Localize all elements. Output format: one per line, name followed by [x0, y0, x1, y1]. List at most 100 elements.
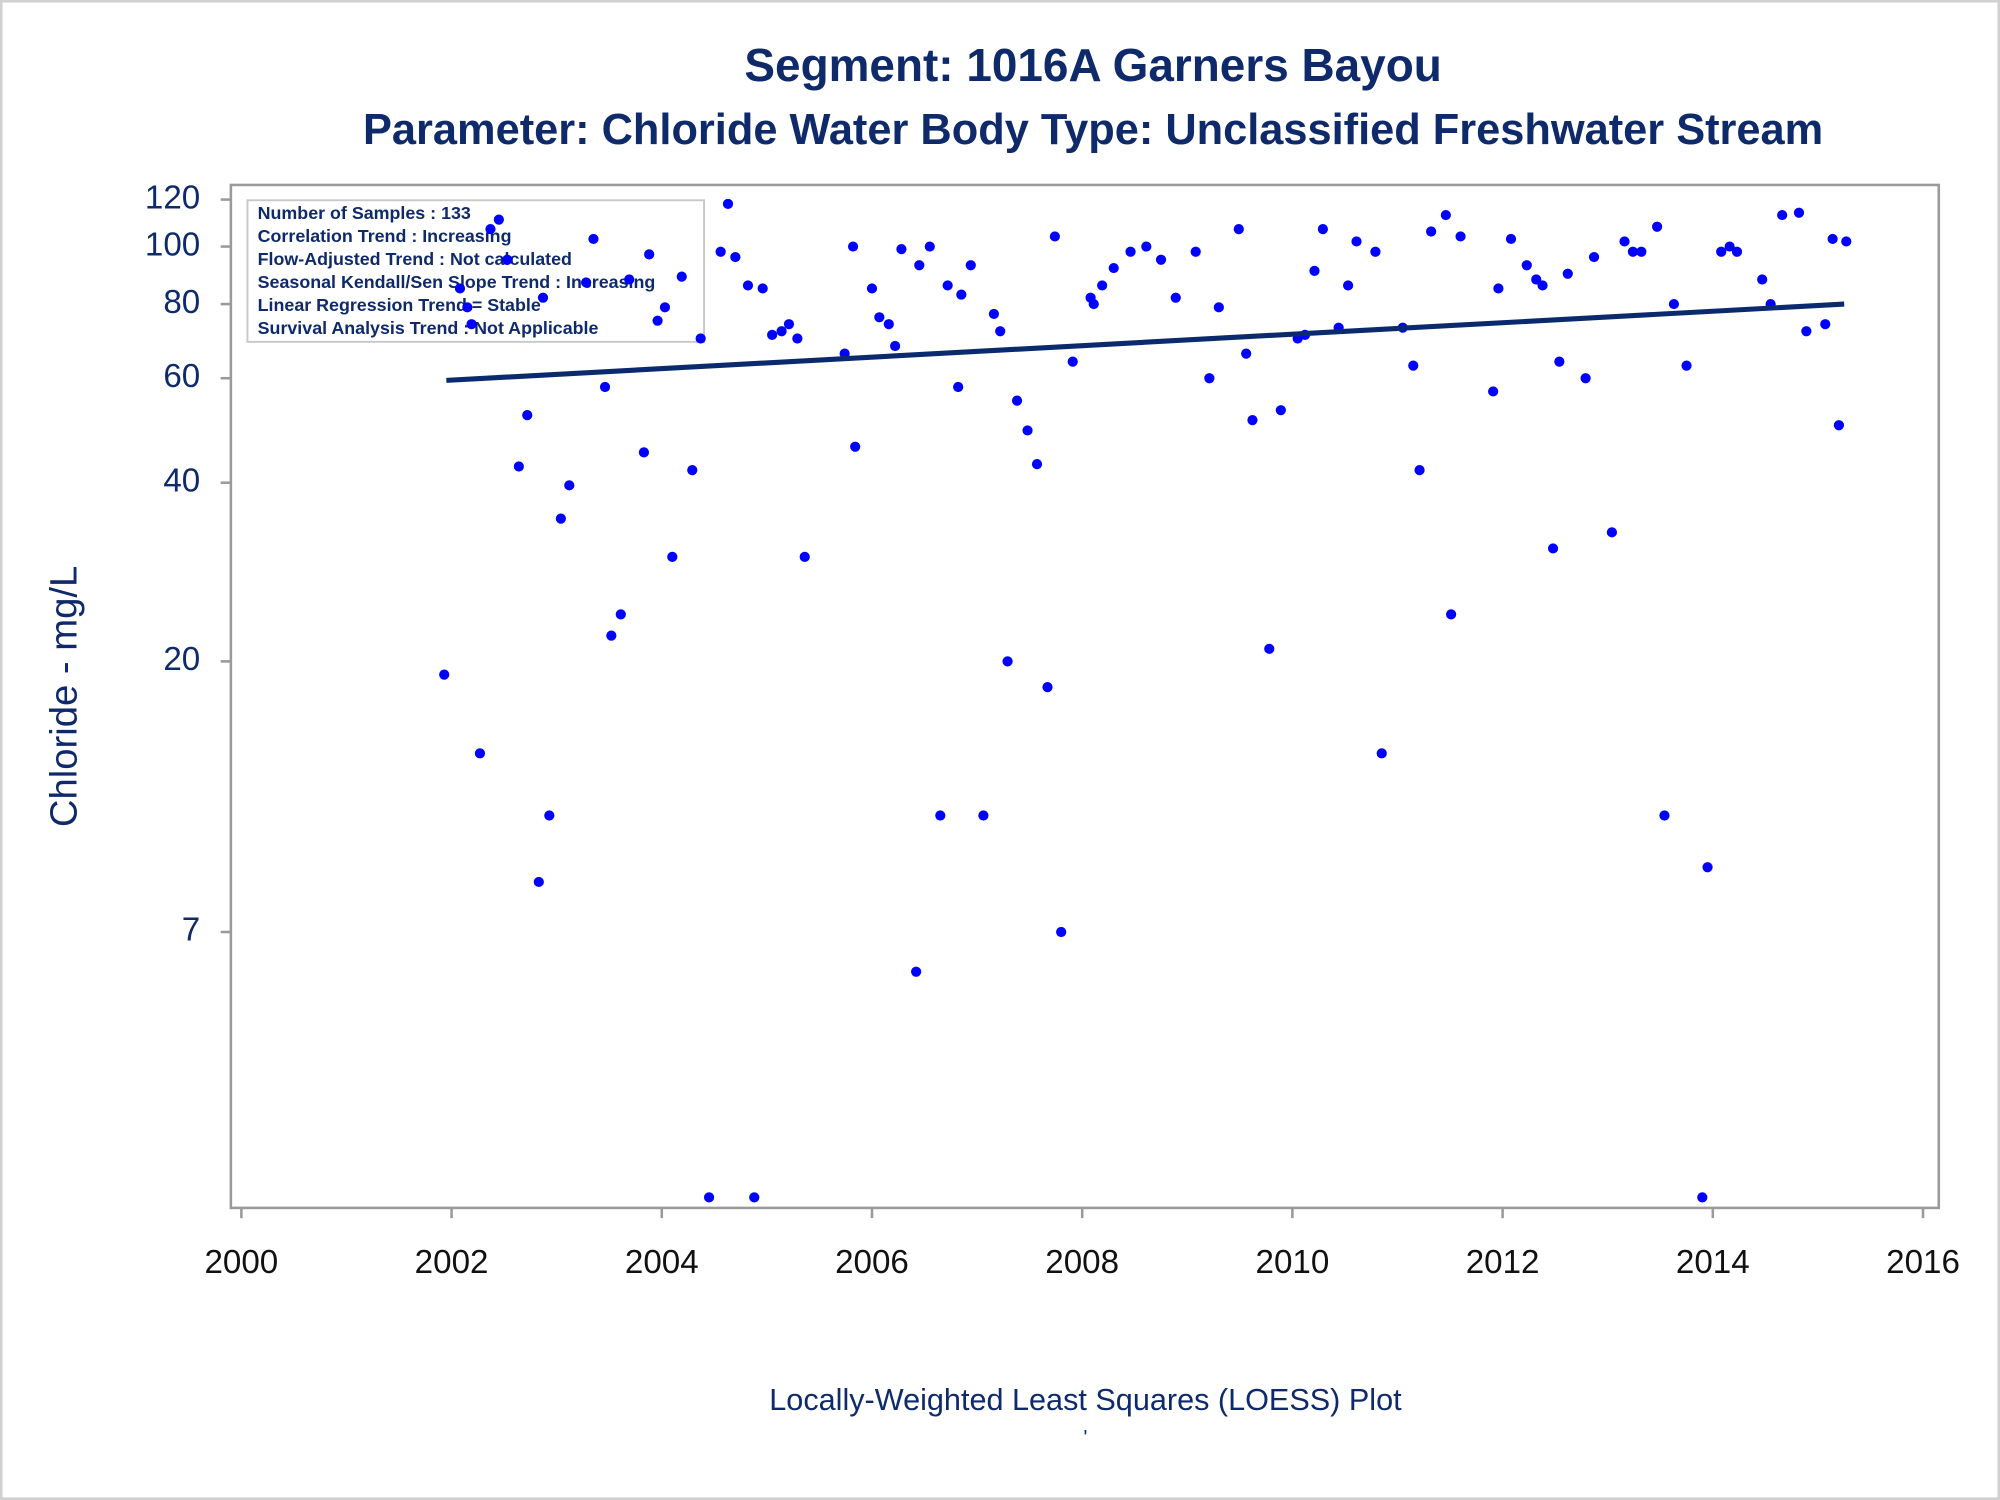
data-point — [749, 1192, 760, 1203]
data-point — [1241, 348, 1252, 359]
data-point — [502, 254, 513, 265]
data-point — [485, 224, 496, 235]
data-point — [988, 308, 1000, 320]
data-point — [847, 241, 859, 252]
data-point — [624, 274, 635, 285]
data-point — [1636, 246, 1647, 257]
chart-title: Segment: 1016A Garners Bayou — [744, 39, 1441, 91]
y-tick-label: 7 — [182, 912, 200, 949]
data-point — [1056, 926, 1067, 938]
x-tick-label: 2000 — [204, 1244, 278, 1281]
y-tick-label: 80 — [163, 284, 200, 321]
annotation-line: Number of Samples : 133 — [258, 203, 471, 223]
data-point — [1716, 246, 1727, 257]
y-tick-label: 20 — [163, 641, 200, 678]
annotation-line: Correlation Trend : Increasing — [258, 226, 512, 246]
data-point — [1820, 319, 1831, 330]
data-point — [615, 609, 626, 620]
data-point — [1309, 265, 1320, 276]
data-point — [1097, 280, 1108, 291]
data-point — [850, 441, 861, 452]
data-point — [1697, 1192, 1708, 1203]
x-tick-label: 2004 — [625, 1244, 699, 1281]
data-point — [1426, 226, 1437, 237]
data-point — [466, 319, 477, 330]
data-point — [667, 551, 678, 562]
data-point — [890, 340, 901, 352]
data-point — [652, 315, 663, 326]
data-point — [1793, 207, 1805, 218]
data-point — [1343, 280, 1354, 291]
data-point — [1067, 356, 1078, 367]
data-point — [1190, 246, 1201, 257]
data-point — [687, 465, 698, 476]
data-point — [730, 251, 741, 263]
data-point — [978, 810, 989, 821]
annotation-line: Survival Analysis Trend : Not Applicable — [258, 318, 599, 338]
data-point — [462, 302, 473, 313]
y-tick-label: 100 — [145, 226, 200, 263]
data-point — [1408, 360, 1419, 371]
data-point — [1606, 527, 1618, 538]
data-point — [1547, 543, 1559, 554]
data-point — [1351, 236, 1362, 247]
data-point — [493, 214, 504, 225]
data-point — [1414, 465, 1425, 476]
data-point — [1493, 283, 1504, 294]
data-point — [439, 669, 450, 680]
data-point — [1376, 748, 1387, 759]
data-point — [606, 630, 617, 641]
x-tick-label: 2014 — [1676, 1244, 1750, 1281]
data-point — [767, 329, 778, 340]
data-point — [599, 381, 611, 393]
data-point — [659, 302, 671, 313]
data-point — [1521, 260, 1532, 271]
x-tick-label: 2010 — [1256, 1244, 1330, 1281]
data-point — [1731, 246, 1743, 257]
data-point — [454, 283, 466, 294]
data-point — [1505, 233, 1517, 245]
data-point — [1042, 682, 1053, 693]
footnote: ' — [1084, 1427, 1088, 1449]
data-point — [1833, 420, 1845, 431]
data-point — [1801, 326, 1812, 337]
data-point — [676, 271, 687, 282]
data-point — [537, 292, 549, 303]
data-point — [1213, 302, 1224, 313]
y-tick-label: 120 — [145, 179, 200, 216]
data-point — [866, 283, 878, 294]
data-point — [1370, 246, 1381, 257]
data-point — [722, 198, 734, 209]
data-point — [1562, 268, 1573, 279]
data-point — [792, 333, 803, 344]
data-point — [1488, 386, 1499, 397]
data-point — [1141, 241, 1152, 252]
plot-frame — [229, 183, 1941, 1210]
data-point — [1537, 280, 1548, 291]
x-tick-label: 2008 — [1045, 1244, 1119, 1281]
data-point — [1668, 298, 1680, 310]
data-point — [1724, 241, 1735, 252]
data-point — [1088, 298, 1099, 310]
data-point — [1108, 262, 1119, 274]
annotation-line: Linear Regression Trend = Stable — [258, 295, 541, 315]
data-point — [874, 312, 885, 323]
x-tick-label: 2002 — [415, 1244, 489, 1281]
data-point — [1440, 209, 1451, 221]
data-point — [1841, 236, 1852, 247]
data-point — [1702, 862, 1713, 873]
data-point — [1247, 415, 1258, 426]
data-point — [522, 410, 533, 421]
data-point — [742, 280, 754, 291]
data-point — [799, 551, 810, 562]
x-tick-label: 2012 — [1466, 1244, 1540, 1281]
data-point — [1031, 458, 1043, 470]
data-point — [965, 260, 976, 271]
data-point — [942, 280, 953, 291]
data-point — [1619, 236, 1630, 247]
data-point — [588, 233, 599, 245]
data-point — [1588, 251, 1600, 263]
x-tick-label: 2006 — [835, 1244, 909, 1281]
